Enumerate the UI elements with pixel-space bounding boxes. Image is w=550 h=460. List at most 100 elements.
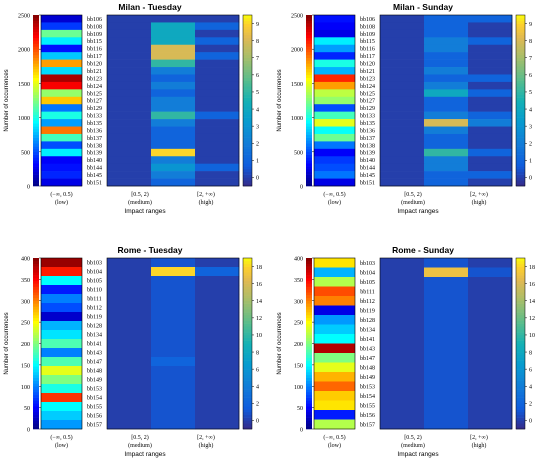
impact-colorbar-segment: [243, 340, 252, 344]
impact-colorbar-segment: [243, 426, 252, 430]
heatmap-cell-bb105-2: [195, 276, 240, 286]
row-label-bb138: bb138: [87, 143, 102, 149]
impact-colorbar-segment: [243, 391, 252, 396]
count-colorbar-segment: [33, 320, 39, 324]
impact-colorbar-segment: [243, 52, 252, 56]
heatmap-cell-bb103-1: [151, 258, 196, 268]
row-label-bb138: bb138: [360, 143, 375, 149]
count-colorbar-segment: [306, 91, 312, 96]
heatmap-cell-bb120-1: [424, 59, 469, 68]
heatmap-cell-bb106-1: [151, 15, 196, 23]
row-label-bb121: bb121: [87, 69, 102, 75]
count-colorbar-segment: [33, 352, 39, 356]
row-label-bb103: bb103: [87, 261, 102, 267]
occurrence-bar-bb156: [314, 410, 355, 420]
colorbar-tick-label: 8: [256, 350, 259, 356]
heatmap-cell-bb133-1: [151, 111, 196, 120]
impact-colorbar-segment: [516, 89, 525, 93]
heatmap-cell-bb154-2: [195, 393, 240, 403]
count-colorbar-segment: [33, 397, 39, 401]
heatmap-cell-bb109-1: [151, 29, 196, 38]
count-colorbar-segment: [306, 106, 312, 110]
impact-colorbar-segment: [516, 426, 525, 430]
heatmap-cell-bb108-2: [468, 22, 513, 31]
heatmap-cell-bb157-2: [195, 420, 240, 430]
impact-colorbar-segment: [243, 320, 252, 324]
count-colorbar-segment: [306, 151, 312, 155]
count-colorbar-segment: [306, 123, 312, 127]
impact-colorbar-segment: [243, 372, 252, 376]
impact-colorbar-segment: [243, 109, 252, 113]
x-tick-range-1: [0.5, 2): [131, 434, 149, 441]
heatmap-cell-bb137-2: [195, 133, 240, 142]
count-colorbar-segment: [33, 263, 39, 267]
count-colorbar-segment: [33, 54, 39, 59]
heatmap-axes-box: [106, 257, 240, 430]
row-label-bb149: bb149: [360, 375, 375, 381]
heatmap-cell-bb155-2: [468, 400, 513, 411]
heatmap-cell-bb156-1: [151, 411, 196, 421]
colorbar-tick-label: 9: [256, 22, 259, 28]
heatmap-cell-bb147-1: [151, 357, 196, 367]
impact-colorbar-segment: [516, 366, 525, 370]
heatmap-cell-bb117-1: [151, 52, 196, 60]
count-colorbar-segment: [33, 97, 39, 101]
impact-colorbar-segment: [243, 306, 252, 310]
impact-colorbar-segment: [243, 354, 252, 359]
count-colorbar-segment: [33, 94, 39, 98]
colorbar-tick-label: 0: [256, 176, 259, 182]
heatmap-cell-bb119-1: [151, 312, 196, 322]
occurrence-bar-bb133: [41, 111, 82, 120]
impact-colorbar-segment: [243, 72, 252, 76]
impact-colorbar-segment: [516, 363, 525, 367]
impact-colorbar-segment: [516, 383, 525, 387]
occurrence-bar-bb121: [41, 67, 82, 75]
colorbar-tick-label: 10: [256, 333, 262, 339]
impact-colorbar-segment: [243, 40, 252, 44]
y-tick-label: 0: [27, 185, 30, 191]
count-colorbar-segment: [306, 180, 312, 184]
heatmap-cell-bb151-2: [195, 178, 240, 187]
impact-colorbar-segment: [243, 177, 252, 181]
heatmap-cell-bb123-2: [195, 74, 240, 83]
row-label-bb133: bb133: [87, 114, 102, 120]
impact-colorbar-segment: [243, 317, 252, 321]
count-colorbar-segment: [306, 317, 312, 321]
occurrence-bar-bb148: [41, 366, 82, 376]
count-colorbar-segment: [33, 46, 39, 50]
impact-colorbar-segment: [516, 154, 525, 158]
impact-colorbar-segment: [243, 400, 252, 404]
row-label-bb117: bb117: [87, 54, 102, 60]
heatmap-cell-bb115-2: [468, 37, 513, 46]
impact-colorbar-segment: [516, 180, 525, 184]
heatmap-cell-bb109-0: [380, 29, 425, 38]
heatmap-cell-bb125-2: [468, 89, 513, 98]
count-colorbar-segment: [33, 83, 39, 87]
heatmap-cell-bb117-0: [380, 52, 425, 60]
heatmap-cell-bb148-0: [380, 362, 425, 373]
count-colorbar-segment: [306, 29, 312, 33]
y-tick-label: 2500: [18, 14, 30, 20]
count-colorbar-segment: [306, 100, 312, 104]
count-colorbar-segment: [33, 275, 39, 279]
impact-colorbar-segment: [516, 423, 525, 427]
heatmap-cell-bb154-1: [151, 393, 196, 403]
count-colorbar-segment: [33, 52, 39, 56]
heatmap-cell-bb117-2: [468, 52, 513, 60]
impact-colorbar-segment: [243, 137, 252, 141]
count-colorbar-segment: [33, 374, 39, 378]
row-label-bb112: bb112: [87, 306, 102, 312]
colorbar-tick-label: 6: [256, 73, 259, 79]
count-colorbar-segment: [306, 269, 312, 273]
count-colorbar-segment: [33, 49, 39, 53]
y-tick-label: 2500: [291, 14, 303, 20]
heatmap-cell-bb144-2: [195, 163, 240, 172]
impact-colorbar-segment: [243, 180, 252, 184]
chart-title: Milan - Tuesday: [118, 2, 181, 12]
heatmap-cell-bb111-0: [107, 294, 152, 304]
impact-colorbar-segment: [516, 286, 525, 290]
heatmap-cell-bb141-1: [151, 339, 196, 349]
heatmap-cell-bb145-2: [195, 171, 240, 179]
count-colorbar-segment: [306, 366, 312, 370]
impact-colorbar-segment: [243, 374, 252, 378]
